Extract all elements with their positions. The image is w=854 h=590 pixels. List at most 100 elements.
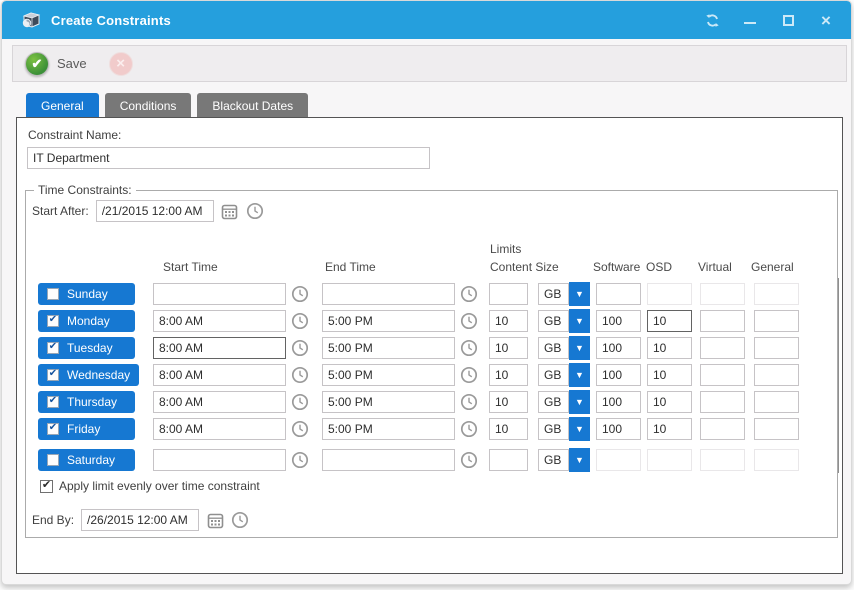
unit-select[interactable]: GB — [538, 310, 569, 332]
software-limit-input[interactable] — [596, 449, 641, 471]
chevron-down-icon[interactable]: ▼ — [569, 282, 590, 306]
software-limit-input[interactable] — [596, 337, 641, 359]
unit-select[interactable]: GB — [538, 391, 569, 413]
day-toggle-thursday[interactable]: Thursday — [38, 391, 135, 413]
day-toggle-friday[interactable]: Friday — [38, 418, 135, 440]
general-limit-input[interactable] — [754, 391, 799, 413]
osd-limit-input[interactable] — [647, 391, 692, 413]
day-checkbox[interactable] — [47, 315, 59, 327]
chevron-down-icon[interactable]: ▼ — [569, 390, 590, 414]
end-time-input[interactable] — [322, 391, 455, 413]
end-time-input[interactable] — [322, 310, 455, 332]
tab-blackout-dates[interactable]: Blackout Dates — [197, 93, 308, 118]
unit-select[interactable]: GB — [538, 337, 569, 359]
end-time-input[interactable] — [322, 283, 455, 305]
start-after-calendar-button[interactable] — [221, 202, 239, 220]
start-time-input[interactable] — [153, 310, 286, 332]
osd-limit-input[interactable] — [647, 418, 692, 440]
software-limit-input[interactable] — [596, 310, 641, 332]
chevron-down-icon[interactable]: ▼ — [569, 363, 590, 387]
end-by-input[interactable] — [81, 509, 199, 531]
start-time-clock-button[interactable] — [291, 339, 309, 357]
tab-general[interactable]: General — [26, 93, 99, 118]
end-time-clock-button[interactable] — [460, 420, 478, 438]
day-toggle-monday[interactable]: Monday — [38, 310, 135, 332]
general-limit-input[interactable] — [754, 283, 799, 305]
day-checkbox[interactable] — [47, 288, 59, 300]
tab-conditions[interactable]: Conditions — [105, 93, 192, 118]
virtual-limit-input[interactable] — [700, 337, 745, 359]
cancel-button[interactable]: × — [109, 52, 133, 76]
close-button[interactable]: × — [811, 8, 841, 32]
unit-select[interactable]: GB — [538, 449, 569, 471]
osd-limit-input[interactable] — [647, 337, 692, 359]
general-limit-input[interactable] — [754, 310, 799, 332]
day-checkbox[interactable] — [47, 369, 59, 381]
start-time-input[interactable] — [153, 391, 286, 413]
end-time-clock-button[interactable] — [460, 366, 478, 384]
unit-select[interactable]: GB — [538, 283, 569, 305]
start-time-input[interactable] — [153, 364, 286, 386]
refresh-button[interactable] — [697, 8, 727, 32]
maximize-button[interactable] — [773, 8, 803, 32]
virtual-limit-input[interactable] — [700, 283, 745, 305]
start-time-clock-button[interactable] — [291, 366, 309, 384]
chevron-down-icon[interactable]: ▼ — [569, 417, 590, 441]
end-time-clock-button[interactable] — [460, 285, 478, 303]
software-limit-input[interactable] — [596, 418, 641, 440]
constraint-name-input[interactable] — [27, 147, 430, 169]
osd-limit-input[interactable] — [647, 283, 692, 305]
general-limit-input[interactable] — [754, 418, 799, 440]
end-time-input[interactable] — [322, 449, 455, 471]
virtual-limit-input[interactable] — [700, 310, 745, 332]
start-time-input[interactable] — [153, 449, 286, 471]
content-size-input[interactable] — [489, 418, 528, 440]
virtual-limit-input[interactable] — [700, 391, 745, 413]
start-time-input[interactable] — [153, 337, 286, 359]
start-time-clock-button[interactable] — [291, 285, 309, 303]
day-toggle-sunday[interactable]: Sunday — [38, 283, 135, 305]
osd-limit-input[interactable] — [647, 310, 692, 332]
content-size-input[interactable] — [489, 449, 528, 471]
end-by-calendar-button[interactable] — [206, 511, 224, 529]
save-button[interactable]: ✔ Save — [21, 50, 91, 78]
end-time-clock-button[interactable] — [460, 339, 478, 357]
start-time-clock-button[interactable] — [291, 420, 309, 438]
start-time-clock-button[interactable] — [291, 451, 309, 469]
start-after-input[interactable] — [96, 200, 214, 222]
osd-limit-input[interactable] — [647, 364, 692, 386]
general-limit-input[interactable] — [754, 449, 799, 471]
software-limit-input[interactable] — [596, 364, 641, 386]
end-time-clock-button[interactable] — [460, 312, 478, 330]
general-limit-input[interactable] — [754, 364, 799, 386]
start-time-input[interactable] — [153, 283, 286, 305]
chevron-down-icon[interactable]: ▼ — [569, 309, 590, 333]
day-checkbox[interactable] — [47, 396, 59, 408]
general-limit-input[interactable] — [754, 337, 799, 359]
end-time-input[interactable] — [322, 337, 455, 359]
content-size-input[interactable] — [489, 391, 528, 413]
end-time-input[interactable] — [322, 364, 455, 386]
end-time-clock-button[interactable] — [460, 451, 478, 469]
chevron-down-icon[interactable]: ▼ — [569, 448, 590, 472]
content-size-input[interactable] — [489, 337, 528, 359]
apply-limit-checkbox[interactable] — [40, 480, 53, 493]
day-toggle-saturday[interactable]: Saturday — [38, 449, 135, 471]
unit-select[interactable]: GB — [538, 364, 569, 386]
day-checkbox[interactable] — [47, 454, 59, 466]
minimize-button[interactable] — [735, 8, 765, 32]
day-toggle-tuesday[interactable]: Tuesday — [38, 337, 135, 359]
content-size-input[interactable] — [489, 310, 528, 332]
content-size-input[interactable] — [489, 283, 528, 305]
end-time-clock-button[interactable] — [460, 393, 478, 411]
virtual-limit-input[interactable] — [700, 364, 745, 386]
virtual-limit-input[interactable] — [700, 449, 745, 471]
chevron-down-icon[interactable]: ▼ — [569, 336, 590, 360]
day-checkbox[interactable] — [47, 342, 59, 354]
day-checkbox[interactable] — [47, 423, 59, 435]
unit-select[interactable]: GB — [538, 418, 569, 440]
start-time-clock-button[interactable] — [291, 312, 309, 330]
software-limit-input[interactable] — [596, 391, 641, 413]
end-time-input[interactable] — [322, 418, 455, 440]
start-time-clock-button[interactable] — [291, 393, 309, 411]
